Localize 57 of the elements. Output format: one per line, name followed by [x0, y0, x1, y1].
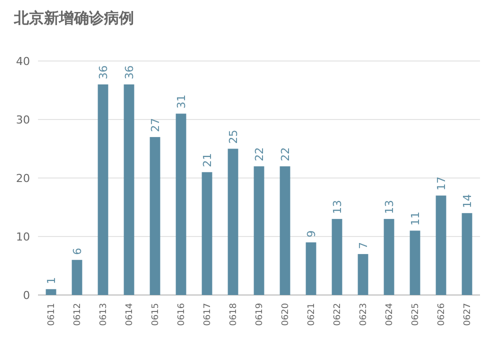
y-tick-label: 20 [16, 172, 30, 185]
y-tick-label: 30 [16, 113, 30, 126]
data-label: 13 [382, 200, 396, 214]
x-tick-label: 0617 [203, 303, 214, 326]
chart-title: 北京新增确诊病例 [13, 9, 134, 27]
x-tick-label: 0624 [385, 302, 396, 326]
x-tick-label: 0612 [73, 303, 84, 326]
data-label: 13 [330, 200, 344, 214]
bar [98, 84, 108, 295]
x-tick-label: 0619 [255, 302, 266, 326]
bar [150, 137, 160, 295]
bar [332, 218, 342, 295]
data-label: 25 [226, 130, 240, 144]
bar [46, 289, 56, 295]
bar [254, 166, 264, 295]
bar [124, 84, 134, 295]
data-label: 6 [70, 248, 84, 255]
y-tick-label: 40 [16, 54, 30, 68]
data-label: 22 [278, 147, 292, 162]
x-tick-label: 0626 [437, 302, 448, 326]
bar [436, 196, 446, 295]
data-label: 7 [356, 242, 370, 250]
data-label: 22 [252, 147, 266, 162]
bar [410, 230, 420, 295]
bar [202, 172, 212, 295]
y-tick-label: 0 [23, 288, 30, 302]
data-label: 17 [434, 176, 448, 191]
data-label: 14 [460, 194, 474, 208]
bar [384, 218, 394, 295]
bar [306, 242, 316, 295]
bar [228, 148, 238, 295]
x-tick-label: 0622 [333, 303, 344, 326]
x-tick-label: 0623 [359, 303, 370, 326]
data-label: 36 [96, 65, 110, 80]
bar [72, 260, 82, 295]
data-label: 11 [408, 212, 422, 226]
bar [358, 254, 368, 295]
x-tick-label: 0618 [229, 302, 240, 326]
data-label: 9 [304, 230, 318, 238]
bar [462, 213, 472, 295]
data-label: 27 [148, 118, 162, 132]
x-tick-label: 0621 [307, 303, 318, 326]
data-label: 31 [174, 94, 188, 109]
x-tick-label: 0627 [463, 303, 474, 326]
data-label: 21 [200, 153, 214, 168]
data-label: 36 [122, 65, 136, 80]
x-tick-label: 0614 [125, 302, 136, 326]
x-tick-label: 0625 [411, 303, 422, 326]
bar [176, 114, 186, 295]
bar [280, 166, 290, 295]
y-tick-label: 10 [16, 230, 30, 244]
x-tick-label: 0615 [151, 303, 162, 326]
data-label: 1 [44, 277, 58, 284]
x-tick-label: 0613 [99, 303, 110, 326]
x-tick-label: 0620 [281, 302, 292, 326]
x-tick-label: 0611 [47, 303, 58, 326]
x-tick-label: 0616 [177, 302, 188, 326]
